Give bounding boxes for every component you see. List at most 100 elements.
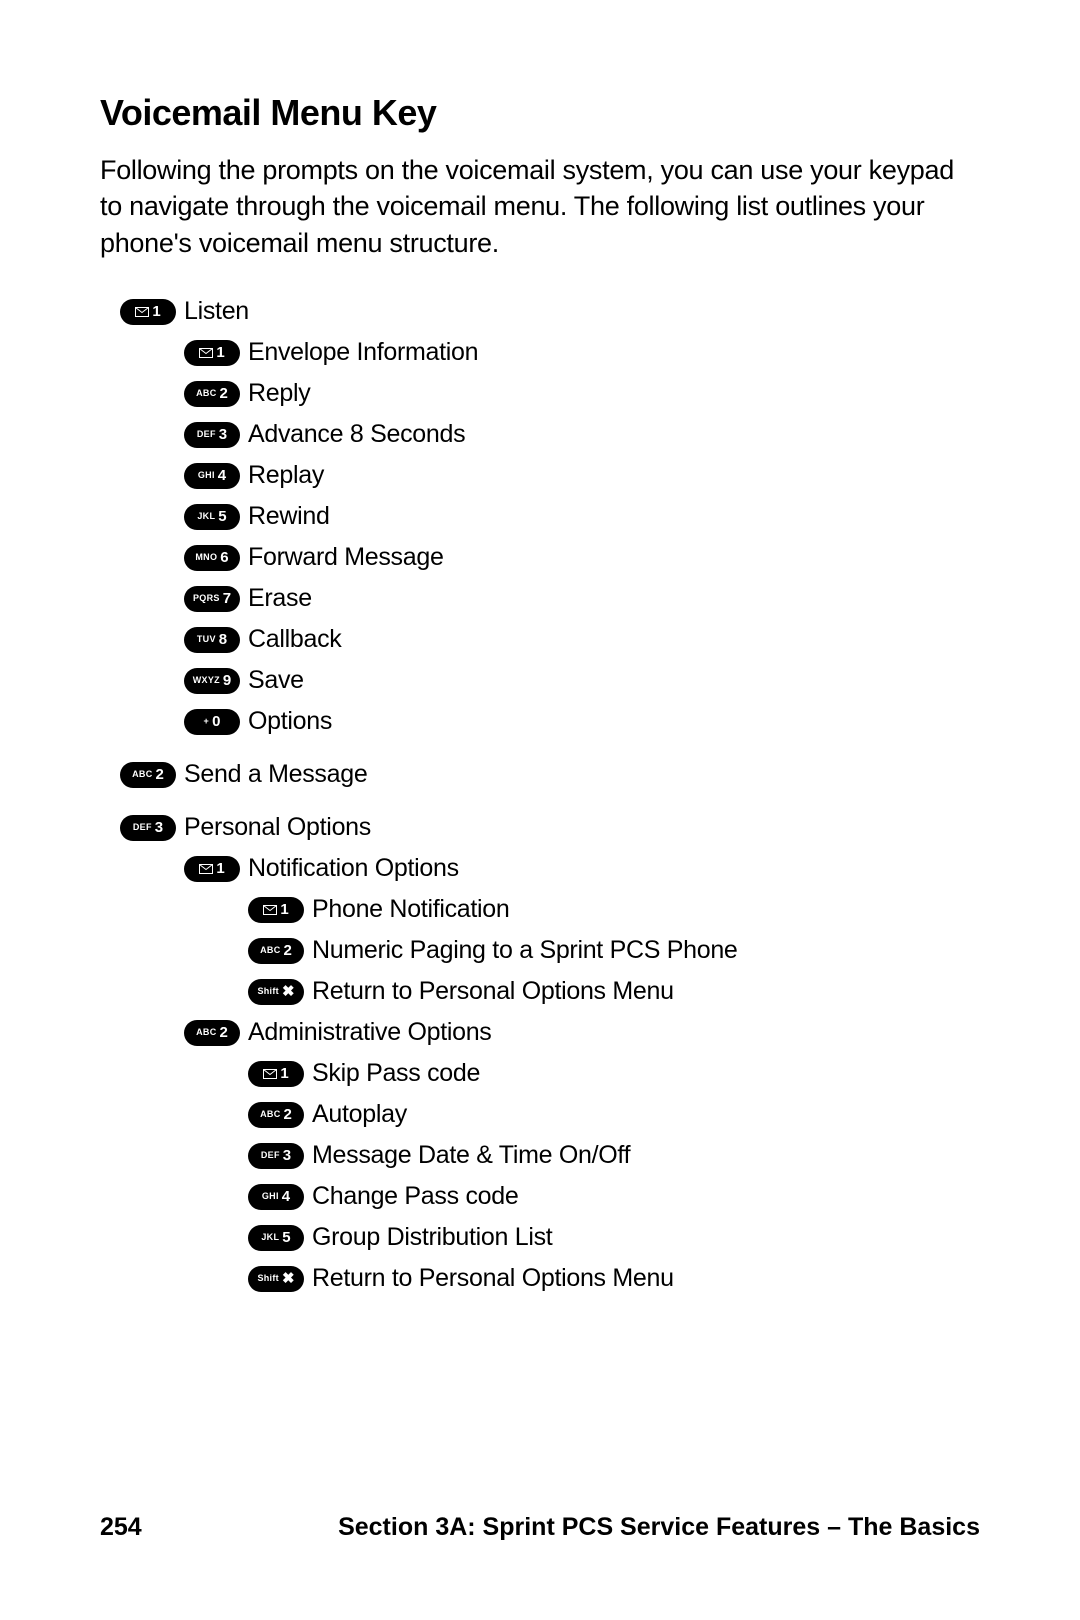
- menu-item-label: Notification Options: [248, 854, 459, 883]
- key-number: 2: [220, 1025, 228, 1040]
- menu-item-label: Return to Personal Options Menu: [312, 1264, 674, 1293]
- key-number: 1: [280, 1066, 288, 1081]
- menu-item: 1 Skip Pass code: [248, 1059, 980, 1088]
- keypad-key-k2: ABC 2: [248, 1102, 304, 1128]
- menu-item-label: Phone Notification: [312, 895, 510, 924]
- menu-item-label: Administrative Options: [248, 1018, 492, 1047]
- keypad-key-k9: WXYZ9: [184, 668, 240, 694]
- intro-paragraph: Following the prompts on the voicemail s…: [100, 152, 980, 261]
- keypad-key-k2: ABC2: [184, 381, 240, 407]
- menu-item-label: Listen: [184, 297, 249, 326]
- key-prefix: +: [204, 717, 210, 726]
- key-number: 1: [216, 345, 224, 360]
- menu-item: DEF3 Advance 8 Seconds: [184, 420, 980, 449]
- key-prefix: TUV: [197, 635, 216, 644]
- voicemail-menu-tree: 1Listen1Envelope InformationABC2ReplyDEF…: [100, 297, 980, 1293]
- key-prefix: WXYZ: [193, 676, 220, 685]
- keypad-key-kShift: Shift✖: [248, 1266, 304, 1292]
- menu-item: PQRS7 Erase: [184, 584, 980, 613]
- key-prefix: DEF: [197, 430, 216, 439]
- key-number: 6: [220, 550, 228, 565]
- key-prefix: Shift: [257, 987, 279, 996]
- key-number: 2: [220, 386, 228, 401]
- key-number: 5: [218, 509, 226, 524]
- menu-item: ABC 2 Numeric Paging to a Sprint PCS Phone: [248, 936, 980, 965]
- key-prefix: DEF: [133, 823, 152, 832]
- menu-item: ABC2Send a Message: [120, 760, 980, 789]
- menu-item: JKL5 Group Distribution List: [248, 1223, 980, 1252]
- keypad-key-k3: DEF3: [120, 815, 176, 841]
- menu-item: WXYZ9 Save: [184, 666, 980, 695]
- key-number: 2: [284, 943, 292, 958]
- menu-item-label: Reply: [248, 379, 310, 408]
- key-prefix: JKL: [261, 1233, 279, 1242]
- key-prefix: GHI: [262, 1192, 279, 1201]
- keypad-key-k1: 1: [248, 1061, 304, 1087]
- menu-item-label: Envelope Information: [248, 338, 478, 367]
- key-prefix: ABC: [196, 1028, 216, 1037]
- key-number: 3: [219, 427, 227, 442]
- menu-item-label: Advance 8 Seconds: [248, 420, 465, 449]
- menu-item-label: Message Date & Time On/Off: [312, 1141, 630, 1170]
- menu-item: DEF3 Message Date & Time On/Off: [248, 1141, 980, 1170]
- key-prefix: Shift: [257, 1274, 279, 1283]
- keypad-key-k5: JKL5: [184, 504, 240, 530]
- key-number: 4: [282, 1189, 290, 1204]
- key-number: 2: [156, 767, 164, 782]
- keypad-key-k2: ABC 2: [184, 1020, 240, 1046]
- menu-item: ABC2 Reply: [184, 379, 980, 408]
- key-number: 7: [223, 591, 231, 606]
- key-number: 9: [223, 673, 231, 688]
- page-footer: 254 Section 3A: Sprint PCS Service Featu…: [100, 1513, 980, 1542]
- menu-item-label: Skip Pass code: [312, 1059, 480, 1088]
- menu-item: JKL5 Rewind: [184, 502, 980, 531]
- keypad-key-k3: DEF3: [184, 422, 240, 448]
- key-number: 2: [284, 1107, 292, 1122]
- menu-item-label: Personal Options: [184, 813, 371, 842]
- key-prefix: ABC: [260, 1110, 280, 1119]
- key-prefix: ABC: [260, 946, 280, 955]
- menu-item: GHI4Change Pass code: [248, 1182, 980, 1211]
- envelope-icon: [135, 307, 149, 317]
- menu-item: TUV8Callback: [184, 625, 980, 654]
- key-prefix: MNO: [195, 553, 217, 562]
- menu-item-label: Options: [248, 707, 332, 736]
- menu-item: Shift✖ Return to Personal Options Menu: [248, 977, 980, 1006]
- menu-item: ABC 2 Administrative Options: [184, 1018, 980, 1047]
- envelope-icon: [263, 1069, 277, 1079]
- menu-item-label: Numeric Paging to a Sprint PCS Phone: [312, 936, 738, 965]
- menu-item: MNO6Forward Message: [184, 543, 980, 572]
- keypad-key-k8: TUV8: [184, 627, 240, 653]
- menu-item-label: Save: [248, 666, 304, 695]
- keypad-key-k1: 1: [184, 856, 240, 882]
- page-number: 254: [100, 1513, 142, 1542]
- keypad-key-k2: ABC 2: [248, 938, 304, 964]
- keypad-key-k0: +0: [184, 709, 240, 735]
- keypad-key-k4: GHI4: [184, 463, 240, 489]
- key-number: 4: [218, 468, 226, 483]
- menu-item-label: Rewind: [248, 502, 330, 531]
- key-number: 1: [216, 861, 224, 876]
- key-prefix: ABC: [132, 770, 152, 779]
- key-number: 1: [280, 902, 288, 917]
- page-content: Voicemail Menu Key Following the prompts…: [0, 0, 1080, 1293]
- keypad-key-k2: ABC 2: [120, 762, 176, 788]
- page-title: Voicemail Menu Key: [100, 92, 980, 134]
- envelope-icon: [263, 905, 277, 915]
- key-prefix: PQRS: [193, 594, 220, 603]
- keypad-key-k7: PQRS7: [184, 586, 240, 612]
- keypad-key-kShift: Shift✖: [248, 979, 304, 1005]
- menu-item-label: Return to Personal Options Menu: [312, 977, 674, 1006]
- key-number: ✖: [282, 1271, 295, 1286]
- keypad-key-k5: JKL5: [248, 1225, 304, 1251]
- keypad-key-k4: GHI4: [248, 1184, 304, 1210]
- key-number: 0: [212, 714, 220, 729]
- menu-item: DEF3 Personal Options: [120, 813, 980, 842]
- menu-item-label: Erase: [248, 584, 312, 613]
- menu-item: 1 Notification Options: [184, 854, 980, 883]
- key-number: ✖: [282, 984, 295, 999]
- menu-item-label: Group Distribution List: [312, 1223, 552, 1252]
- menu-item: ABC2Autoplay: [248, 1100, 980, 1129]
- keypad-key-k3: DEF3: [248, 1143, 304, 1169]
- menu-item: 1Listen: [120, 297, 980, 326]
